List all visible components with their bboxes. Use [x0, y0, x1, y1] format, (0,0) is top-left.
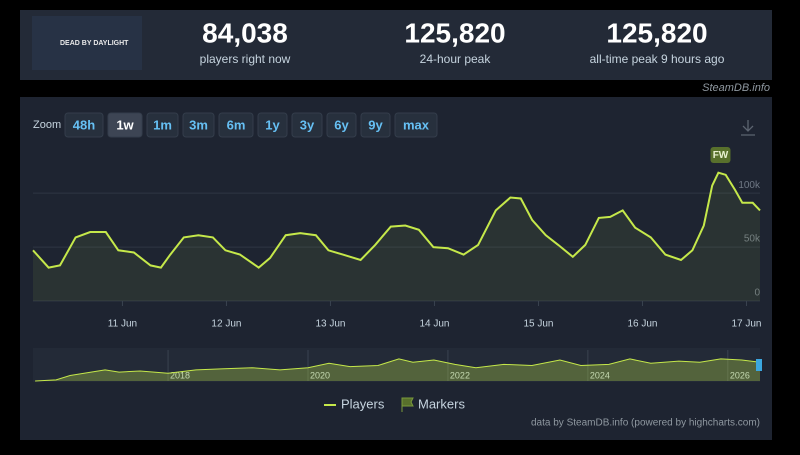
zoom-button[interactable]: [257, 112, 288, 138]
download-glyph[interactable]: [741, 120, 755, 136]
zoom-button-label[interactable]: 1m: [153, 117, 172, 132]
navigator-bg: [33, 348, 760, 382]
download-icon[interactable]: [741, 120, 755, 136]
zoom-button[interactable]: [146, 112, 179, 138]
x-tick-label: 2026: [730, 370, 750, 380]
game-image-tint: [32, 16, 142, 70]
x-tick-label: 2024: [590, 370, 610, 380]
zoom-button[interactable]: [218, 112, 254, 138]
area: [35, 358, 761, 381]
line: [32, 171, 761, 269]
game-logo-text: DEAD BY DAYLIGHT: [60, 40, 129, 47]
marker-label[interactable]: FW: [713, 150, 729, 161]
x-tick-label: 2022: [450, 370, 470, 380]
source[interactable]: SteamDB.info: [702, 82, 770, 94]
y-tick-label: 100k: [738, 180, 761, 191]
zoom-button[interactable]: [360, 112, 391, 138]
legend-label[interactable]: Markers: [418, 396, 465, 411]
stat-value: 84,038: [202, 17, 288, 48]
legend-label[interactable]: Players: [341, 396, 385, 411]
zoom-label: Zoom: [33, 119, 61, 131]
x-tick-label: 14 Jun: [419, 319, 449, 330]
line: [35, 358, 761, 382]
zoom-button-label[interactable]: 1y: [265, 117, 280, 132]
credits: data by SteamDB.info (powered by highcha…: [531, 418, 760, 429]
stat-label: all-time peak 9 hours ago: [590, 52, 725, 66]
x-tick-label: 15 Jun: [523, 319, 553, 330]
x-tick-label: 2018: [170, 370, 190, 380]
stats-card: [20, 10, 772, 80]
zoom-button-label[interactable]: 1w: [116, 117, 134, 132]
stat-value: 125,820: [404, 17, 505, 48]
x-tick-label: 16 Jun: [627, 319, 657, 330]
zoom-button-label[interactable]: 9y: [368, 117, 383, 132]
zoom-button-label[interactable]: 3m: [189, 117, 208, 132]
y-tick-label: 0: [754, 288, 760, 299]
zoom-button-label[interactable]: 6y: [334, 117, 349, 132]
zoom-button[interactable]: [291, 112, 323, 138]
zoom-button[interactable]: [107, 112, 143, 138]
zoom-button-label[interactable]: 6m: [227, 117, 246, 132]
zoom-button-label[interactable]: max: [403, 117, 430, 132]
x-tick-label: 13 Jun: [315, 319, 345, 330]
chart-panel: [20, 97, 772, 440]
zoom-button-label[interactable]: 48h: [73, 117, 95, 132]
navigator-handle[interactable]: [756, 359, 762, 371]
stat-value: 125,820: [606, 17, 707, 48]
legend-swatch: [401, 397, 414, 412]
x-tick-label: 11 Jun: [108, 319, 137, 330]
zoom-button[interactable]: [64, 112, 104, 138]
marker-flag: [710, 147, 731, 163]
stat-label: players right now: [200, 52, 291, 66]
zoom-button[interactable]: [326, 112, 357, 138]
stat-label: 24-hour peak: [420, 52, 492, 66]
area: [33, 172, 760, 301]
y-tick-label: 50k: [744, 234, 761, 245]
x-tick-label: 2020: [310, 370, 330, 380]
x-tick-label: 12 Jun: [211, 319, 241, 330]
zoom-button[interactable]: [394, 112, 438, 138]
zoom-button[interactable]: [182, 112, 215, 138]
zoom-button-label[interactable]: 3y: [300, 117, 315, 132]
legend: Players Markers: [324, 396, 465, 412]
x-tick-label: 17 Jun: [731, 319, 761, 330]
